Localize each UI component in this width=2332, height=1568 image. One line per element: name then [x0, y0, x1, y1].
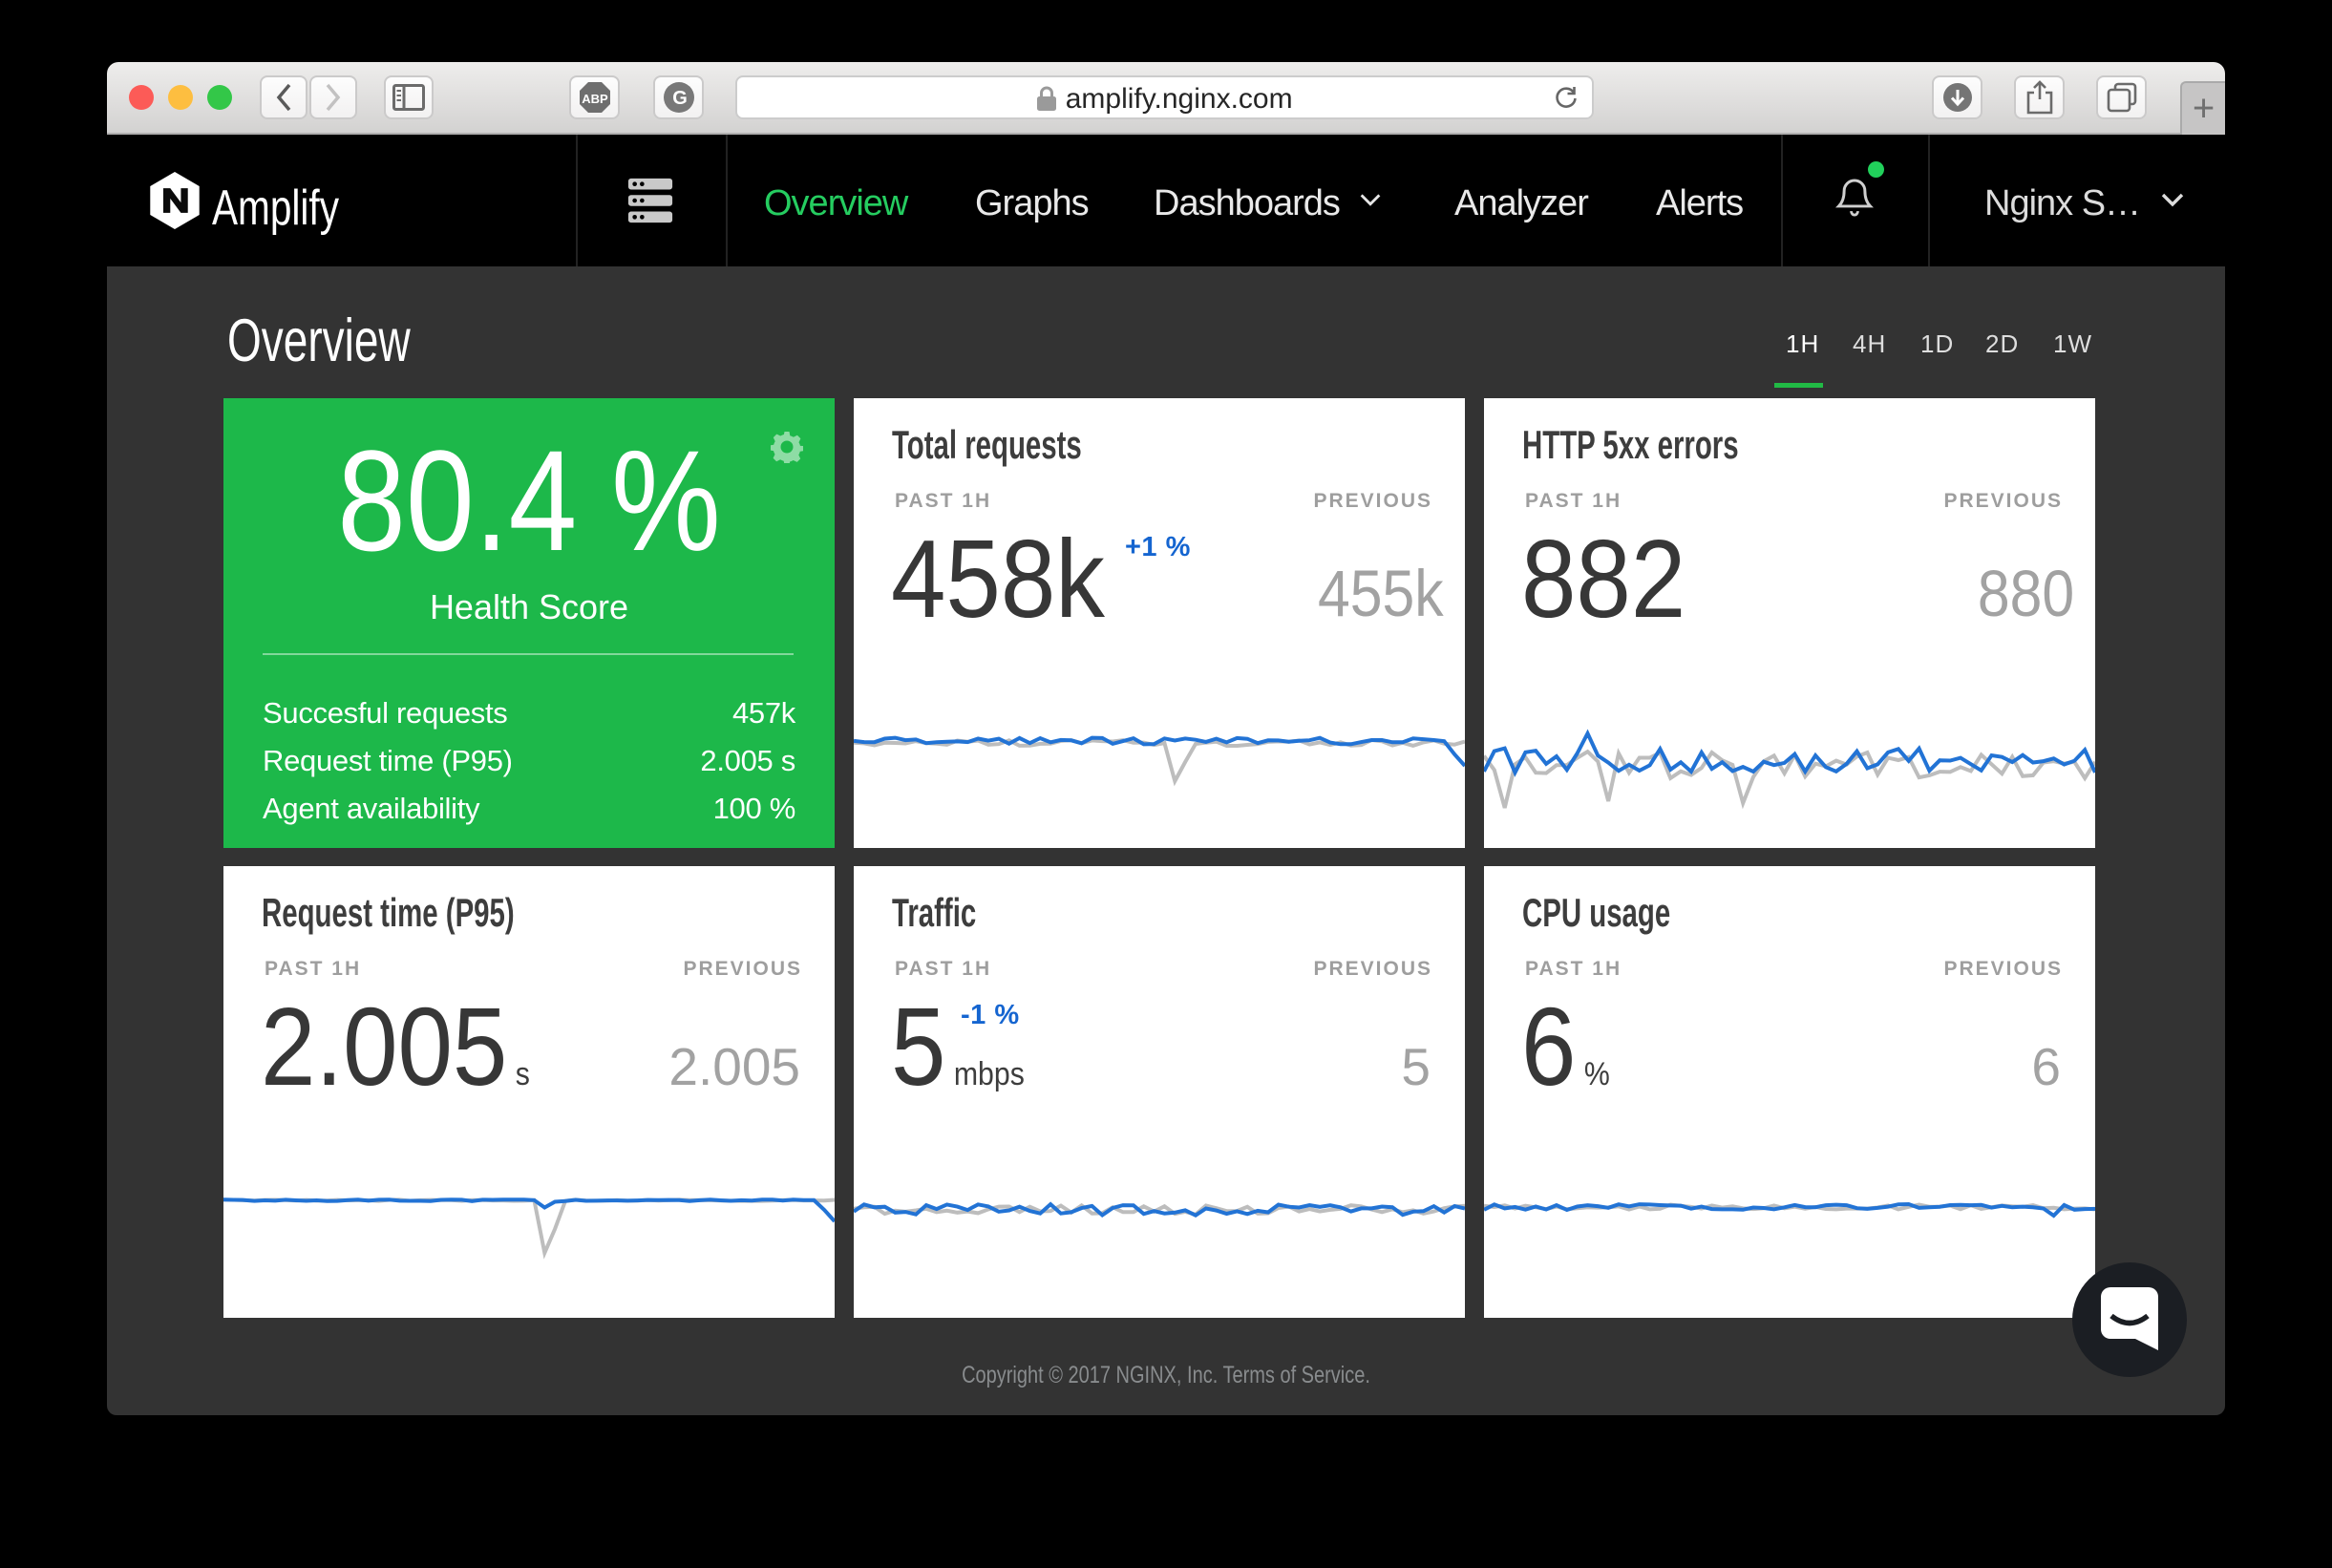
svg-text:ABP: ABP: [582, 92, 608, 106]
svg-text:G: G: [672, 88, 688, 109]
